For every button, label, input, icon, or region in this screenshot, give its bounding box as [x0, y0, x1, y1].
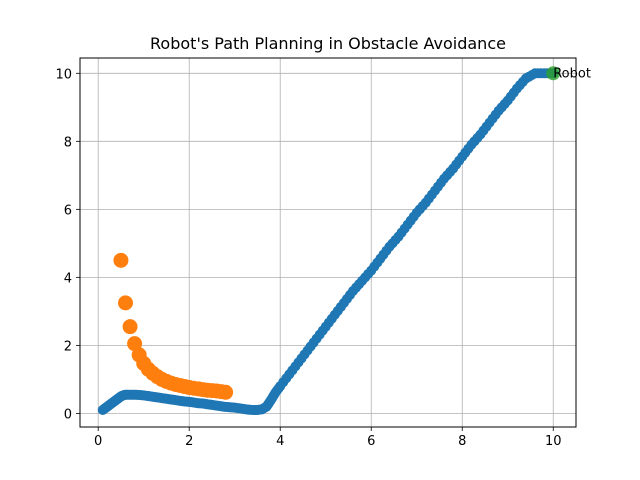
data-point [218, 384, 234, 400]
axes-frame [79, 57, 577, 428]
data-point [118, 295, 134, 311]
annotation-label: Robot [553, 66, 591, 81]
y-tick-label: 4 [64, 271, 72, 286]
x-tick-label: 10 [545, 434, 562, 449]
x-tick-label: 4 [276, 434, 284, 449]
grid [80, 58, 576, 427]
chart-title: Robot's Path Planning in Obstacle Avoida… [150, 34, 506, 53]
x-tick-label: 6 [367, 434, 375, 449]
series-2 [546, 66, 561, 81]
data-point [113, 252, 129, 268]
y-tick-label: 8 [64, 135, 72, 150]
y-tick-label: 6 [64, 203, 72, 218]
y-tick-label: 0 [64, 407, 72, 422]
y-tick-label: 2 [64, 339, 72, 354]
data-point [122, 319, 138, 335]
series-0 [97, 68, 559, 415]
x-tick-label: 0 [94, 434, 102, 449]
annotations: Robot [553, 66, 591, 81]
data-series [97, 66, 561, 415]
x-tick-label: 8 [458, 434, 466, 449]
data-point [127, 336, 143, 352]
y-tick-label: 10 [55, 67, 72, 82]
series-1 [113, 252, 234, 400]
x-tick-label: 2 [185, 434, 193, 449]
data-point [546, 66, 561, 81]
axis-ticks: 0 2 4 6 8 10 0 2 4 6 8 10 [55, 67, 561, 449]
